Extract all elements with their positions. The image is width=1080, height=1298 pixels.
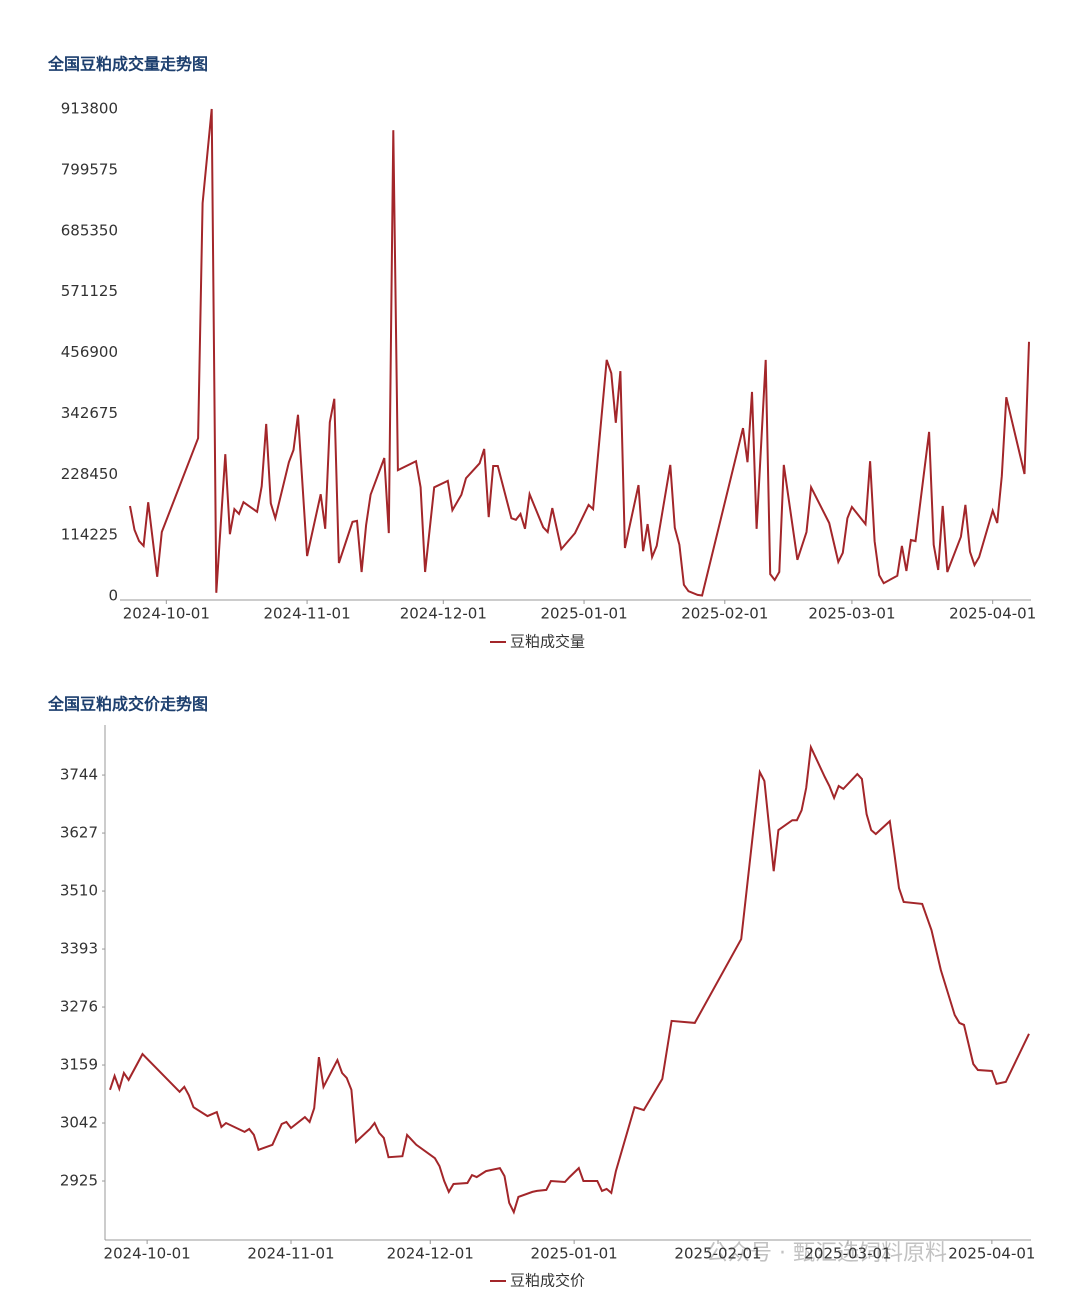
y-tick-label: 3744 xyxy=(60,766,98,784)
legend-label: 豆粕成交价 xyxy=(510,1272,585,1290)
y-tick-label: 799575 xyxy=(61,160,118,178)
x-tick-label: 2025-04-01 xyxy=(948,1245,1035,1263)
y-tick-label: 571125 xyxy=(61,282,118,300)
y-tick-label: 3627 xyxy=(60,824,98,842)
y-tick-label: 3159 xyxy=(60,1056,98,1074)
watermark: 公众号 · 甄汇选饲料原料 xyxy=(706,1241,947,1266)
x-tick-label: 2024-12-01 xyxy=(387,1245,474,1263)
x-tick-label: 2025-01-01 xyxy=(531,1245,618,1263)
y-tick-label: 2925 xyxy=(60,1172,98,1190)
x-tick-label: 2025-04-01 xyxy=(949,605,1036,623)
x-tick-label: 2025-03-01 xyxy=(804,1245,891,1263)
chart-title: 全国豆粕成交价走势图 xyxy=(47,695,208,714)
y-tick-label: 456900 xyxy=(61,343,118,361)
x-tick-label: 2025-01-01 xyxy=(540,605,627,623)
y-tick-label: 3276 xyxy=(60,998,98,1016)
x-tick-label: 2024-10-01 xyxy=(104,1245,191,1263)
y-tick-label: 114225 xyxy=(61,526,118,544)
data-line xyxy=(109,743,1030,1215)
y-tick-label: 0 xyxy=(108,587,118,605)
x-tick-label: 2025-02-01 xyxy=(681,605,768,623)
x-tick-label: 2024-10-01 xyxy=(123,605,210,623)
x-tick-label: 2024-11-01 xyxy=(263,605,350,623)
legend-label: 豆粕成交量 xyxy=(510,633,585,651)
x-tick-label: 2025-03-01 xyxy=(808,605,895,623)
y-tick-label: 913800 xyxy=(61,100,118,118)
x-tick-label: 2024-11-01 xyxy=(247,1245,334,1263)
y-tick-label: 3042 xyxy=(60,1114,98,1132)
x-tick-label: 2024-12-01 xyxy=(400,605,487,623)
y-tick-label: 3393 xyxy=(60,940,98,958)
x-tick-label: 2025-02-01 xyxy=(674,1245,761,1263)
data-line xyxy=(129,108,1030,597)
y-tick-label: 342675 xyxy=(61,404,118,422)
chart-title: 全国豆粕成交量走势图 xyxy=(47,55,208,74)
y-tick-label: 228450 xyxy=(61,465,118,483)
y-tick-label: 685350 xyxy=(61,221,118,239)
y-tick-label: 3510 xyxy=(60,882,98,900)
